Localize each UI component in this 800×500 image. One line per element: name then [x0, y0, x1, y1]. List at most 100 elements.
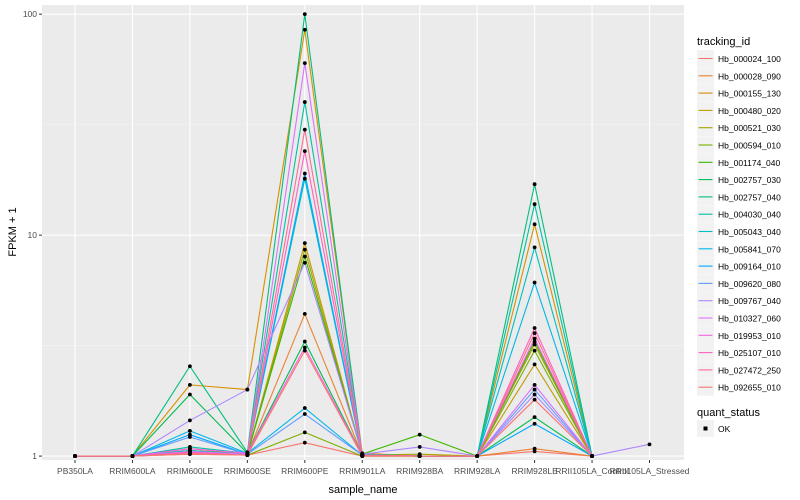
legend-label: Hb_000594_010	[718, 141, 781, 151]
data-point	[302, 171, 307, 176]
data-point	[188, 392, 192, 397]
data-point	[532, 331, 537, 336]
x-axis-title: sample_name	[328, 484, 397, 496]
data-point	[532, 280, 537, 285]
data-point	[302, 345, 307, 350]
data-point	[532, 348, 537, 353]
series-line	[75, 29, 593, 457]
data-point	[532, 326, 537, 330]
series-line	[75, 389, 593, 457]
data-point	[532, 397, 537, 402]
data-point	[73, 454, 77, 458]
data-point	[532, 382, 537, 387]
legend-label: Hb_025107_010	[718, 348, 781, 358]
legend: Hb_000024_100 Hb_000028_090 Hb_000155_130 H…	[697, 50, 781, 396]
data-point	[302, 176, 307, 181]
x-tick-label: RRIM600LA	[109, 466, 156, 476]
x-tick-label: RRIM901LA	[339, 466, 386, 476]
data-point	[532, 202, 537, 207]
plot-panel	[42, 5, 684, 460]
legend-title: tracking_id	[697, 36, 750, 48]
data-point	[532, 245, 537, 250]
data-point	[302, 339, 307, 344]
data-point	[532, 222, 537, 227]
data-point	[302, 260, 307, 265]
data-point	[302, 149, 307, 153]
data-point	[188, 452, 192, 457]
y-tick-label: 10	[28, 230, 38, 240]
x-tick-label: PB350LA	[57, 466, 93, 476]
x-tick-label: RRIM928LE	[511, 466, 558, 476]
legend-label: Hb_009767_040	[718, 296, 781, 306]
series-line	[75, 338, 593, 457]
series-line	[75, 281, 593, 457]
data-point	[302, 440, 307, 445]
series-line	[75, 350, 593, 457]
data-point	[647, 442, 652, 447]
data-point	[532, 342, 537, 347]
data-point	[417, 454, 422, 458]
legend-label: Hb_009164_010	[718, 262, 781, 272]
x-tick-label: RRIM928BA	[396, 466, 444, 476]
x-tick-label: RRIM600SE	[224, 466, 272, 476]
legend-label: Hb_005841_070	[718, 244, 781, 254]
series-line	[75, 13, 593, 457]
legend-label: Hb_010327_060	[718, 314, 781, 324]
data-point	[302, 312, 307, 316]
series-line	[75, 101, 593, 457]
data-point	[302, 12, 307, 17]
data-point	[302, 247, 307, 252]
quant-status-legend-item: OK	[697, 420, 731, 437]
data-point	[245, 387, 250, 392]
legend-label: Hb_000480_020	[718, 106, 781, 116]
data-point	[188, 382, 192, 387]
data-point	[302, 254, 307, 259]
data-point	[302, 61, 307, 66]
y-axis: 1 10 100	[23, 9, 42, 461]
legend-label: Hb_000155_130	[718, 89, 781, 99]
data-point	[302, 241, 307, 246]
data-point	[188, 429, 192, 433]
data-point	[532, 182, 537, 187]
legend-label: Hb_000028_090	[718, 71, 781, 81]
data-point	[532, 415, 537, 420]
x-tick-label: RRIM928LA	[454, 466, 501, 476]
data-point	[302, 412, 307, 416]
data-point	[188, 364, 192, 369]
data-point	[532, 446, 537, 451]
legend-label: Hb_005043_040	[718, 227, 781, 237]
data-point	[532, 421, 537, 426]
data-point	[130, 454, 135, 458]
data-point	[302, 406, 307, 410]
data-point	[302, 127, 307, 132]
data-point	[188, 446, 192, 451]
legend-label: Hb_092655_010	[718, 383, 781, 393]
data-point	[532, 336, 537, 341]
data-point	[302, 348, 307, 353]
data-point	[532, 387, 537, 392]
data-point	[532, 449, 537, 454]
legend-label: Hb_009620_080	[718, 279, 781, 289]
x-tick-label: RRII105LA_Stressed	[610, 466, 690, 476]
legend-label: Hb_000521_030	[718, 123, 781, 133]
data-point	[360, 454, 365, 458]
data-point	[188, 435, 192, 439]
data-point	[532, 392, 537, 397]
data-point	[475, 454, 480, 458]
data-point	[532, 362, 537, 367]
data-point	[302, 27, 307, 32]
series-line	[75, 172, 593, 457]
x-tick-label: RRIM600LE	[167, 466, 214, 476]
data-point	[532, 339, 537, 344]
x-tick-label: RRII105LA_Control	[555, 466, 629, 476]
quant-status-legend-label: OK	[718, 424, 731, 434]
data-point	[417, 445, 422, 449]
legend-label: Hb_002757_040	[718, 192, 781, 202]
data-point	[245, 453, 250, 458]
legend-label: Hb_002757_030	[718, 175, 781, 185]
y-axis-title: FPKM + 1	[7, 207, 19, 256]
quant-status-legend-point	[703, 426, 708, 431]
legend-label: Hb_000024_100	[718, 54, 781, 64]
legend-label: Hb_019953_010	[718, 331, 781, 341]
